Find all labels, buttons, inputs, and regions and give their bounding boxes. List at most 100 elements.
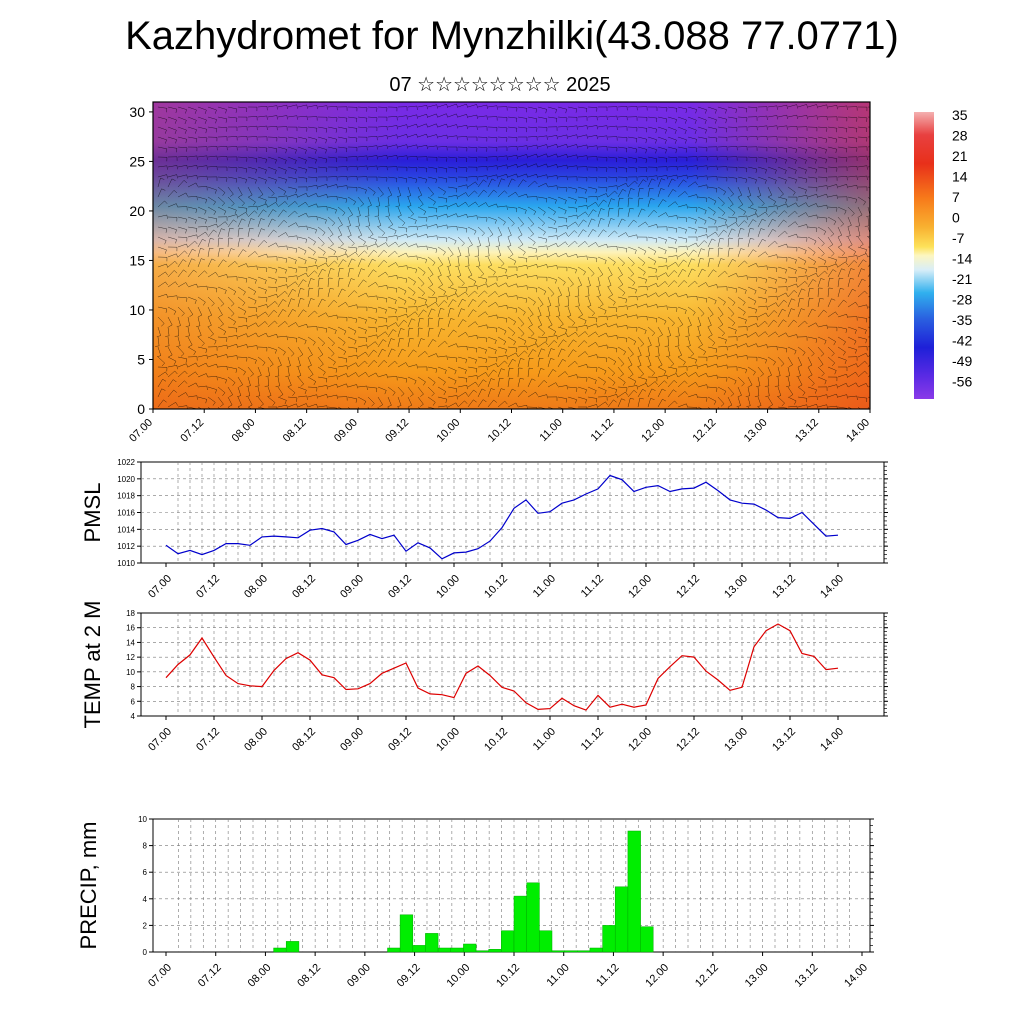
wind-barb bbox=[827, 194, 838, 199]
wind-barb bbox=[537, 153, 549, 158]
wind-barb bbox=[707, 374, 718, 379]
wind-barb bbox=[327, 216, 336, 227]
wind-barb bbox=[397, 319, 408, 328]
wind-barb bbox=[677, 245, 688, 250]
wind-barb bbox=[407, 243, 419, 248]
wind-barb bbox=[827, 384, 838, 389]
wind-barb bbox=[357, 371, 368, 378]
wind-barb bbox=[487, 369, 497, 378]
wind-barb bbox=[717, 216, 727, 224]
wind-barb bbox=[457, 226, 468, 233]
wind-barb bbox=[257, 332, 269, 338]
wind-barb bbox=[647, 256, 657, 265]
wind-barb bbox=[337, 116, 348, 123]
wind-barb bbox=[727, 366, 738, 371]
wind-barb bbox=[217, 145, 228, 151]
wind-barb bbox=[707, 196, 717, 205]
wind-barb bbox=[457, 103, 469, 108]
wind-barb bbox=[627, 116, 638, 121]
wind-barb bbox=[417, 304, 429, 309]
wind-barb bbox=[627, 136, 638, 143]
wind-barb bbox=[697, 156, 708, 161]
wind-barb bbox=[227, 237, 233, 248]
wind-barb bbox=[495, 236, 501, 247]
wind-barb bbox=[437, 295, 448, 300]
wind-barb bbox=[537, 286, 547, 295]
wind-barb bbox=[567, 306, 572, 318]
wind-barb bbox=[837, 146, 848, 153]
wind-barb bbox=[637, 146, 648, 154]
wind-barb bbox=[847, 196, 858, 204]
wind-barb bbox=[637, 316, 648, 321]
wind-barb bbox=[407, 266, 418, 274]
wind-barb bbox=[487, 314, 498, 319]
wind-barb bbox=[587, 134, 598, 140]
x-tick-label: 14.00 bbox=[844, 417, 872, 445]
wind-barb bbox=[517, 163, 529, 168]
wind-barb bbox=[477, 299, 488, 308]
wind-barb bbox=[307, 278, 315, 288]
wind-barb bbox=[437, 376, 446, 386]
wind-barb bbox=[157, 293, 169, 299]
wind-barb bbox=[407, 327, 414, 338]
wind-barb bbox=[797, 202, 809, 208]
wind-barb bbox=[337, 176, 348, 181]
y-tick-label: 25 bbox=[129, 153, 145, 169]
wind-barb bbox=[427, 366, 438, 373]
x-tick-label: 07.00 bbox=[146, 573, 174, 601]
wind-barb bbox=[477, 379, 487, 388]
wind-barb bbox=[827, 326, 838, 332]
wind-barb bbox=[257, 196, 267, 204]
wind-barb bbox=[197, 362, 209, 368]
wind-barb bbox=[207, 229, 217, 238]
wind-barb bbox=[527, 326, 535, 337]
wind-barb bbox=[397, 252, 409, 258]
wind-barb bbox=[477, 156, 488, 162]
wind-barb bbox=[597, 199, 607, 208]
wind-barb bbox=[807, 104, 819, 109]
wind-barb bbox=[737, 386, 742, 398]
wind-barb bbox=[767, 366, 772, 378]
wind-barb bbox=[247, 396, 253, 408]
wind-barb bbox=[737, 156, 748, 162]
y-tick-label: 1016 bbox=[117, 509, 135, 518]
wind-barb bbox=[797, 288, 806, 298]
wind-barb bbox=[427, 156, 438, 162]
wind-barb bbox=[537, 276, 548, 282]
wind-barb bbox=[747, 376, 753, 388]
wind-barb bbox=[557, 106, 568, 114]
wind-barb bbox=[237, 126, 248, 131]
wind-barb bbox=[185, 326, 190, 337]
wind-barb bbox=[257, 304, 269, 309]
wind-barb bbox=[827, 311, 838, 318]
wind-barb bbox=[437, 328, 446, 338]
wind-barb bbox=[497, 266, 508, 274]
wind-barb bbox=[417, 376, 426, 386]
wind-barb bbox=[437, 134, 448, 139]
wind-barb bbox=[177, 116, 187, 125]
wind-barb bbox=[797, 246, 807, 255]
wind-barb bbox=[197, 296, 206, 306]
wind-barb bbox=[177, 216, 187, 224]
precip-bar bbox=[564, 950, 578, 953]
wind-barb bbox=[467, 146, 478, 152]
wind-barb bbox=[187, 306, 194, 317]
wind-barb bbox=[607, 256, 616, 266]
y-tick-label: 1020 bbox=[117, 475, 135, 484]
wind-barb bbox=[627, 156, 638, 163]
wind-barb bbox=[507, 388, 516, 398]
wind-barb bbox=[267, 229, 277, 238]
wind-barb bbox=[637, 246, 647, 255]
wind-barb bbox=[217, 344, 228, 349]
wind-barb bbox=[476, 236, 482, 248]
wind-barb bbox=[497, 216, 506, 226]
wind-barb bbox=[457, 192, 469, 198]
wind-barb bbox=[827, 116, 838, 121]
wind-barb bbox=[477, 336, 488, 343]
wind-barb bbox=[447, 376, 457, 385]
wind-barb bbox=[227, 146, 238, 151]
wind-barb bbox=[837, 256, 848, 262]
wind-barb bbox=[167, 270, 178, 278]
wind-barb bbox=[745, 386, 750, 397]
wind-barb bbox=[207, 176, 218, 181]
